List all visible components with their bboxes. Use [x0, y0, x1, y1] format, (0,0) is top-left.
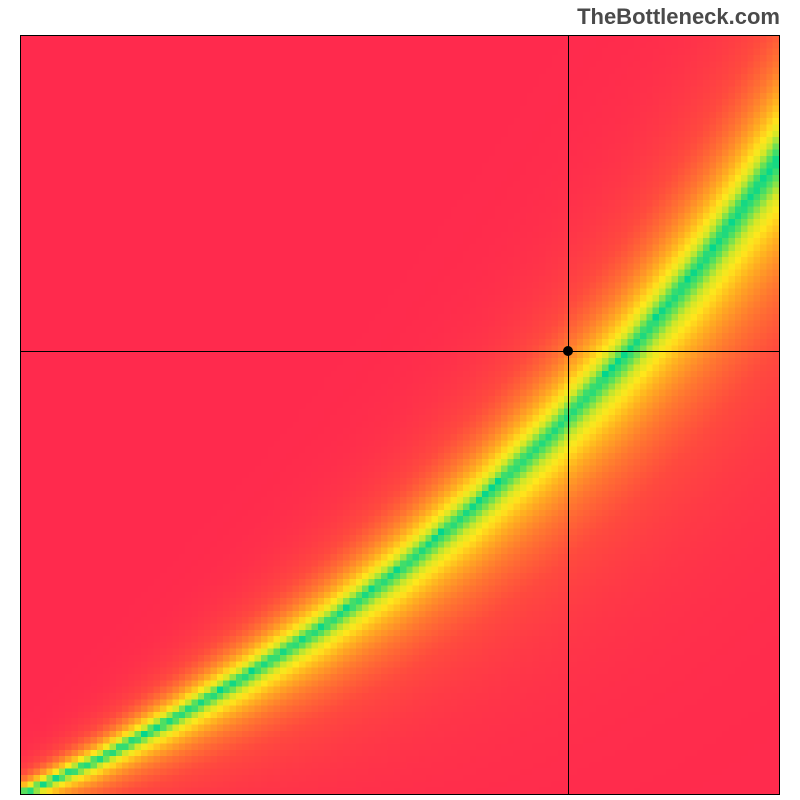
heatmap-plot: [20, 35, 780, 795]
crosshair-vertical: [568, 36, 569, 794]
crosshair-marker: [563, 346, 573, 356]
heatmap-canvas: [21, 36, 779, 794]
crosshair-horizontal: [21, 351, 779, 352]
watermark-text: TheBottleneck.com: [577, 4, 780, 30]
